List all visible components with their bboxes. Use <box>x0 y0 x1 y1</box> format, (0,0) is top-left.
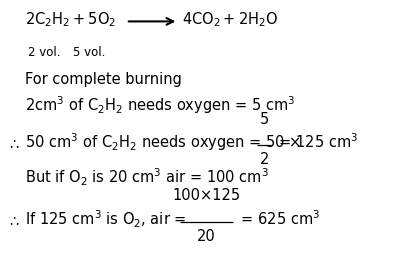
Text: $\mathregular{2cm^3}$ of $\mathregular{C_2H_2}$ needs oxygen = 5 cm$\mathregular: $\mathregular{2cm^3}$ of $\mathregular{C… <box>25 94 295 116</box>
Text: 5 vol.: 5 vol. <box>73 46 106 59</box>
Text: 2 vol.: 2 vol. <box>28 46 60 59</box>
Text: 2: 2 <box>260 152 269 167</box>
Text: = 625 cm$\mathregular{^3}$: = 625 cm$\mathregular{^3}$ <box>236 210 320 228</box>
Text: For complete burning: For complete burning <box>25 72 182 87</box>
Text: 20: 20 <box>197 229 216 244</box>
Text: $\mathregular{4CO_2 + 2H_2O}$: $\mathregular{4CO_2 + 2H_2O}$ <box>182 10 279 29</box>
Text: 5: 5 <box>260 112 269 127</box>
Text: ∴: ∴ <box>9 213 18 228</box>
Text: $\mathregular{2C_2H_2 + 5O_2}$: $\mathregular{2C_2H_2 + 5O_2}$ <box>25 10 116 29</box>
Text: $\mathregular{50\ cm^3}$ of $\mathregular{C_2H_2}$ needs oxygen = 50 ×: $\mathregular{50\ cm^3}$ of $\mathregula… <box>25 131 303 153</box>
Text: = 125 cm$\mathregular{^3}$: = 125 cm$\mathregular{^3}$ <box>274 132 358 151</box>
Text: If 125 cm$\mathregular{^3}$ is $\mathregular{O_2}$, air =: If 125 cm$\mathregular{^3}$ is $\mathreg… <box>25 209 188 230</box>
Text: But if $\mathregular{O_2}$ is 20 cm$\mathregular{^3}$ air = 100 cm$\mathregular{: But if $\mathregular{O_2}$ is 20 cm$\mat… <box>25 166 269 188</box>
Text: 100×125: 100×125 <box>173 188 240 203</box>
Text: ∴: ∴ <box>9 136 18 151</box>
